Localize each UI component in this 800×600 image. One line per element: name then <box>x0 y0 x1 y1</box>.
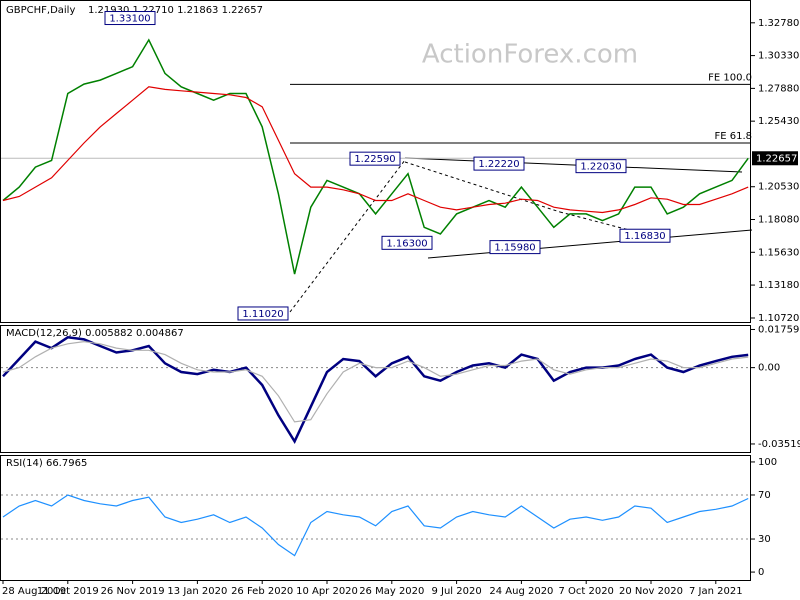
series-line <box>2 340 749 423</box>
chart-subtitle: 1.21930 1.22710 1.21863 1.22657 <box>88 5 263 16</box>
annotation-label: 1.22220 <box>478 159 519 170</box>
annotation-label: 1.33100 <box>109 14 150 25</box>
x-tick-label: 20 Nov 2020 <box>619 586 683 597</box>
x-tick-label: 7 Jan 2021 <box>689 586 743 597</box>
series-line <box>2 336 749 445</box>
macd-title: MACD(12,26,9) 0.005882 0.004867 <box>6 328 184 339</box>
x-tick-label: 10 Apr 2020 <box>296 586 358 597</box>
y-tick-label: 1.18080 <box>758 215 799 226</box>
annotation-label: 1.11020 <box>242 309 283 320</box>
y-tick-label: 30 <box>758 534 771 545</box>
rsi-title: RSI(14) 66.7965 <box>6 458 87 469</box>
y-tick-label: 1.25430 <box>758 116 799 127</box>
y-tick-label: 70 <box>758 490 771 501</box>
annotation-box <box>575 159 627 174</box>
y-tick-label: 100 <box>758 457 777 468</box>
y-tick-label: 0.00 <box>758 363 780 374</box>
y-tick-label: 0 <box>758 567 764 578</box>
chart-title: GBPCHF,Daily <box>6 5 75 16</box>
trend-line <box>404 157 743 173</box>
x-tick-label: 28 Aug 2019 <box>2 586 66 597</box>
annotation-label: 1.16830 <box>624 231 665 242</box>
annotation-box <box>489 240 541 255</box>
annotation-label: 1.22030 <box>580 162 621 173</box>
y-tick-label: 1.30330 <box>758 51 799 62</box>
series-line <box>2 494 749 557</box>
y-tick-label: 1.13180 <box>758 280 799 291</box>
y-tick-label: 0.017599 <box>758 324 800 335</box>
annotation-label: 1.15980 <box>494 243 535 254</box>
annotation-box <box>381 235 433 250</box>
x-tick-label: 9 Jul 2020 <box>431 586 481 597</box>
y-tick-label: 1.15630 <box>758 247 799 258</box>
x-tick-label: 24 Aug 2020 <box>489 586 553 597</box>
last-price-label: 1.22657 <box>756 153 797 164</box>
fib-label: FE 100.0 <box>708 72 752 83</box>
series-line <box>2 86 749 214</box>
x-tick-label: 13 Jan 2020 <box>167 586 227 597</box>
annotation-box <box>473 156 525 171</box>
x-tick-label: 26 Nov 2019 <box>101 586 165 597</box>
x-tick-label: 26 May 2020 <box>359 586 424 597</box>
y-tick-label: 1.10720 <box>758 313 799 324</box>
annotation-box <box>104 11 156 26</box>
rsi-panel <box>0 455 751 581</box>
y-tick-label: -0.035194 <box>758 439 800 450</box>
x-tick-label: 11 Oct 2019 <box>37 586 99 597</box>
last-price-box <box>752 151 798 166</box>
annotation-box <box>349 151 401 166</box>
y-tick-label: 1.27880 <box>758 83 799 94</box>
y-tick-label: 1.20530 <box>758 182 799 193</box>
annotation-box <box>237 306 289 321</box>
x-tick-label: 26 Feb 2020 <box>231 586 293 597</box>
trend-line <box>289 159 406 313</box>
watermark: ActionForex.com <box>422 40 638 70</box>
annotation-box <box>619 228 671 243</box>
annotation-label: 1.22590 <box>354 154 395 165</box>
fib-label: FE 61.8 <box>714 131 752 142</box>
x-tick-label: 7 Oct 2020 <box>558 586 613 597</box>
series-line <box>2 38 749 275</box>
trend-line <box>427 229 753 259</box>
price-panel <box>0 0 751 323</box>
macd-panel <box>0 325 751 453</box>
annotation-label: 1.16300 <box>386 238 427 249</box>
y-tick-label: 1.32780 <box>758 18 799 29</box>
